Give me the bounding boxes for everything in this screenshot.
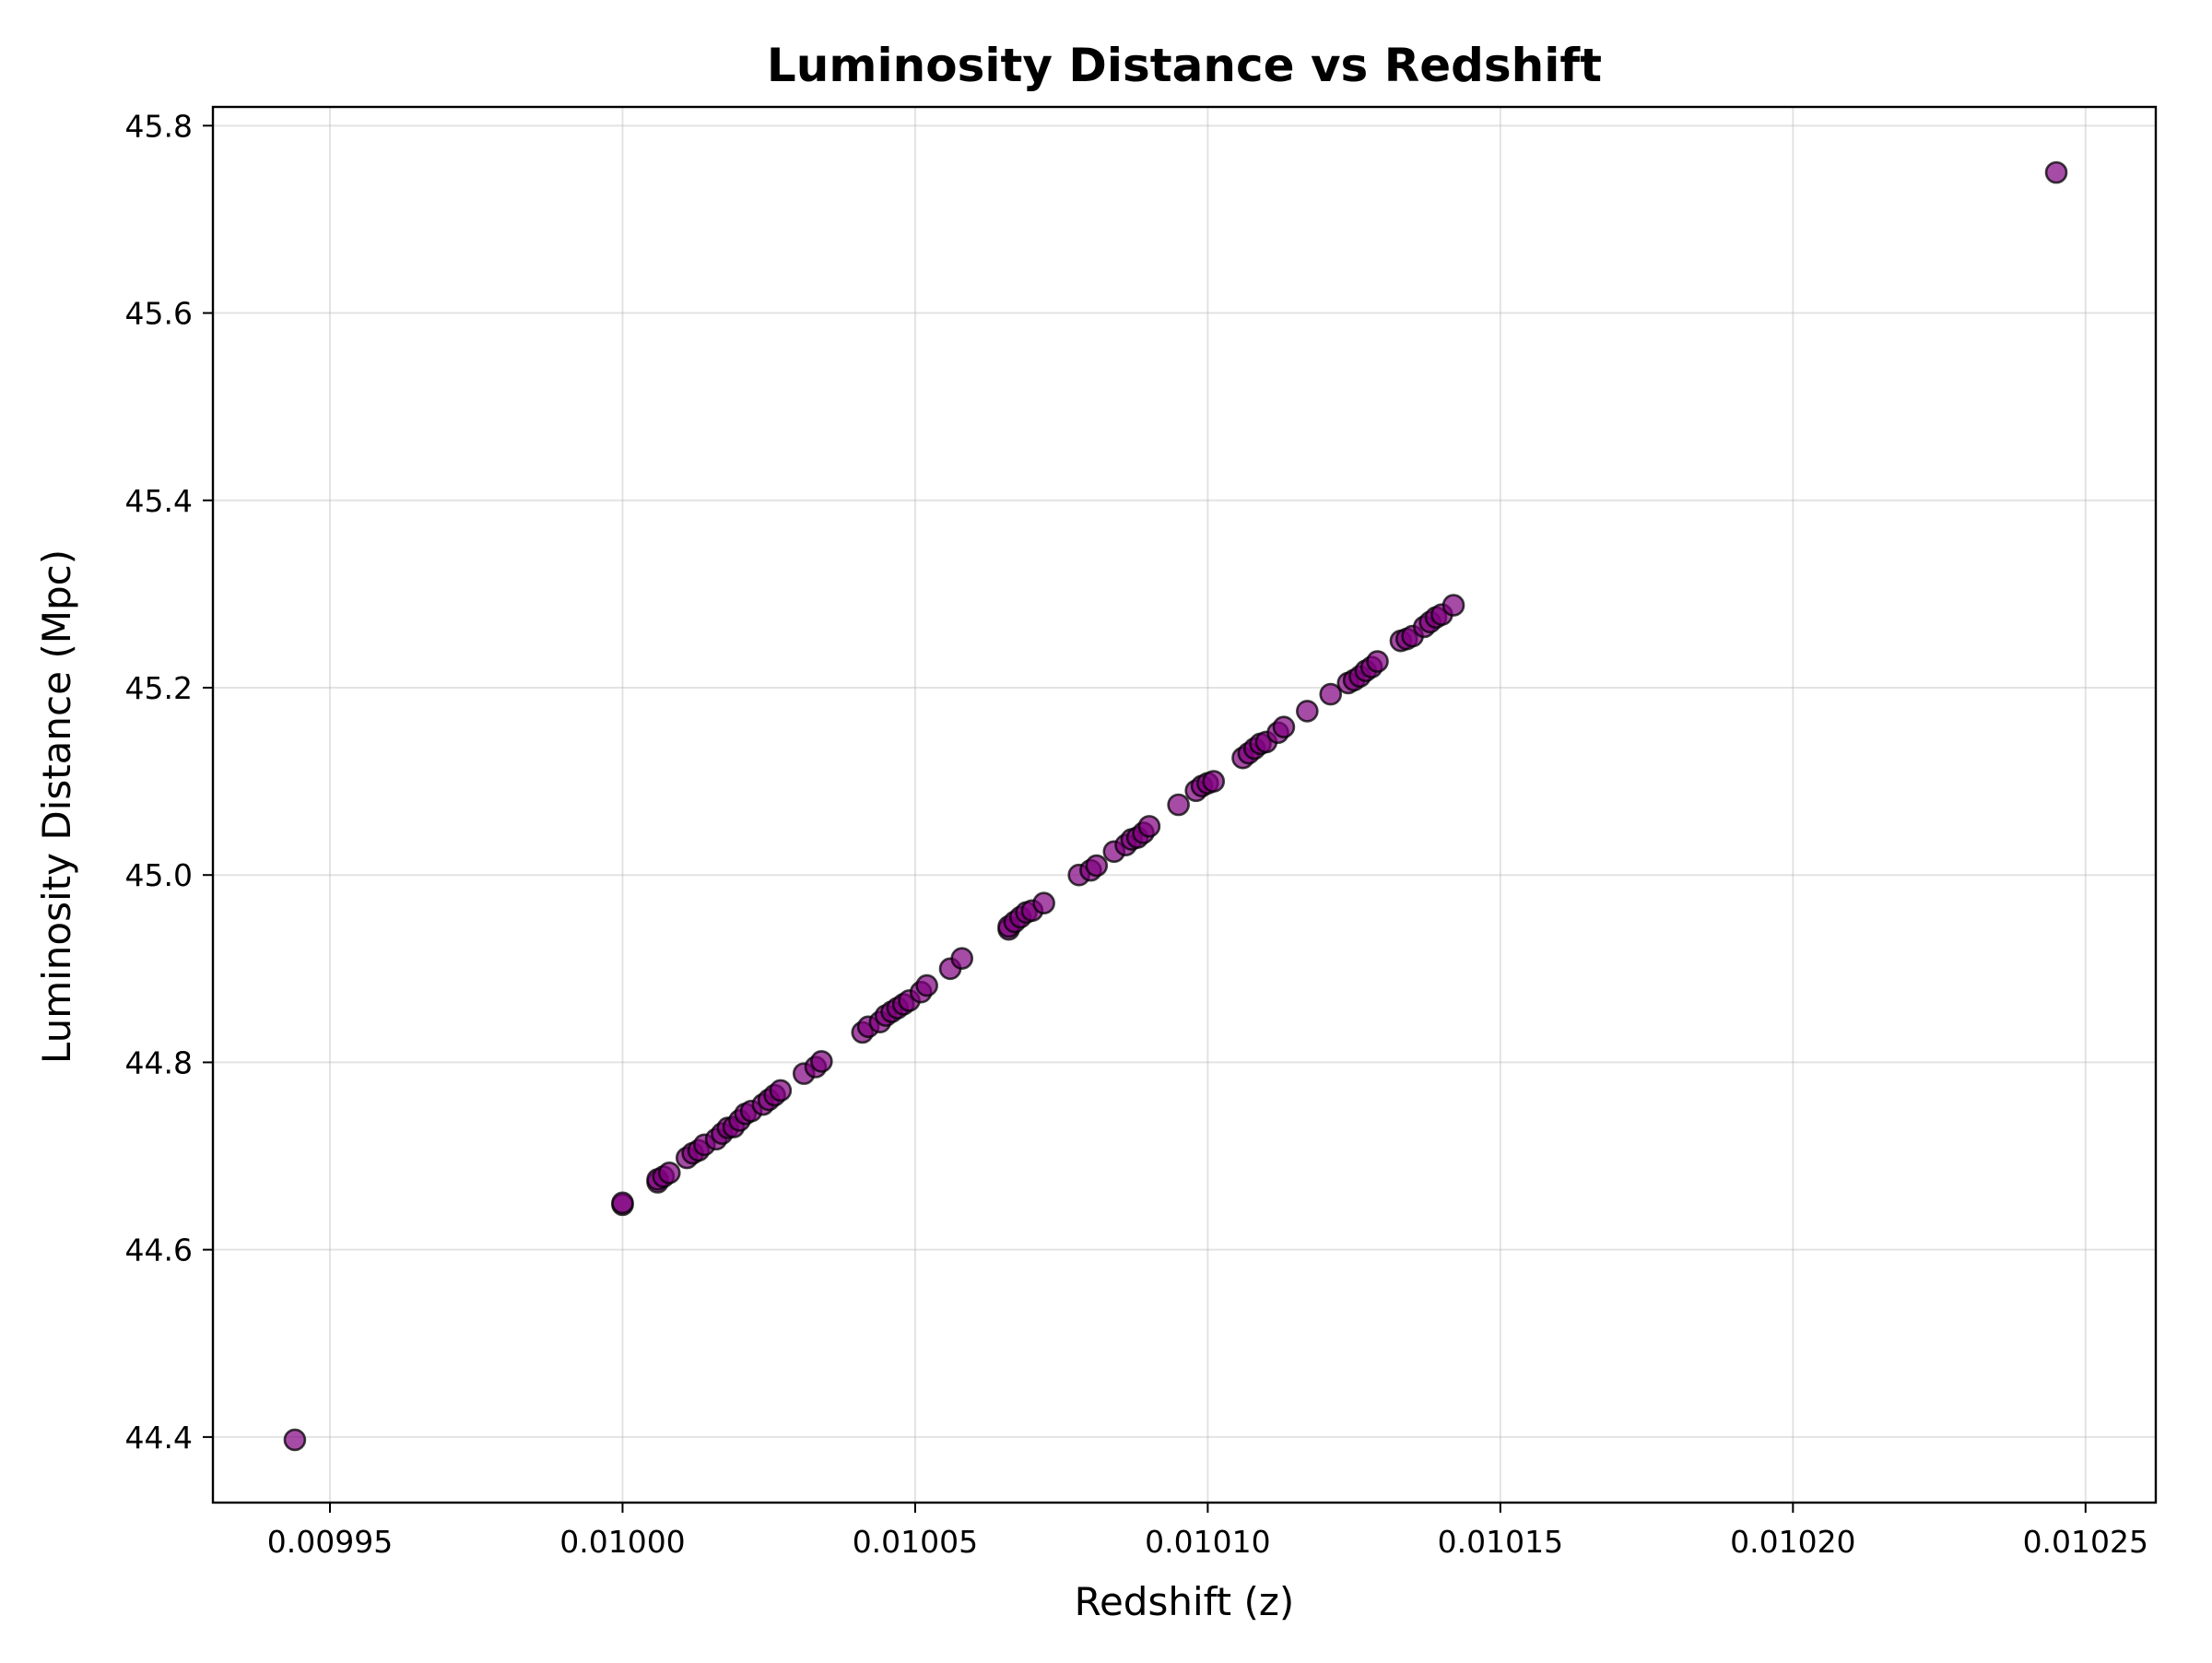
x-tick-label: 0.01015 xyxy=(1438,1524,1563,1560)
y-tick-label: 45.4 xyxy=(125,483,193,519)
scatter-point xyxy=(1032,891,1055,914)
y-tick-label: 44.8 xyxy=(125,1044,193,1080)
scatter-point xyxy=(1167,793,1190,817)
plot-area-frame xyxy=(211,105,2158,1504)
scatter-point xyxy=(950,947,974,970)
scatter-point xyxy=(611,1191,634,1215)
x-tick-label: 0.01000 xyxy=(559,1524,685,1560)
x-tick-label: 0.00995 xyxy=(267,1524,393,1560)
scatter-point xyxy=(1085,854,1109,878)
scatter-point xyxy=(1137,815,1161,838)
scatter-point xyxy=(1272,715,1296,738)
scatter-point xyxy=(1441,594,1465,617)
scatter-point xyxy=(810,1050,833,1073)
chart-title: Luminosity Distance vs Redshift xyxy=(767,39,1602,92)
scatter-point xyxy=(283,1428,307,1452)
x-tick-label: 0.01025 xyxy=(2023,1524,2148,1560)
y-tick-label: 44.4 xyxy=(125,1420,193,1456)
scatter-point xyxy=(2044,160,2068,184)
x-axis-label: Redshift (z) xyxy=(1075,1579,1295,1624)
axis-ticks: 0.00995 0.01000 0.01005 0.01010 0.01015 0.010… xyxy=(125,108,2149,1560)
y-tick-label: 45.8 xyxy=(125,108,193,144)
x-tick-label: 0.01020 xyxy=(1730,1524,1855,1560)
y-axis-label: Luminosity Distance (Mpc) xyxy=(34,549,79,1064)
scatter-point xyxy=(1296,700,1319,723)
x-tick-label: 0.01005 xyxy=(853,1524,978,1560)
y-tick-label: 44.6 xyxy=(125,1233,193,1268)
grid-lines xyxy=(213,107,2156,1503)
x-tick-label: 0.01010 xyxy=(1145,1524,1270,1560)
scatter-point xyxy=(1202,770,1226,793)
scatter-point xyxy=(769,1079,793,1103)
scatter-point xyxy=(1366,650,1389,673)
scatter-point xyxy=(657,1162,681,1185)
y-tick-label: 45.6 xyxy=(125,296,193,332)
data-points xyxy=(283,160,2068,1452)
y-tick-label: 45.0 xyxy=(125,857,193,893)
scatter-point xyxy=(915,973,938,997)
y-tick-label: 45.2 xyxy=(125,670,193,706)
scatter-point xyxy=(1319,682,1343,706)
